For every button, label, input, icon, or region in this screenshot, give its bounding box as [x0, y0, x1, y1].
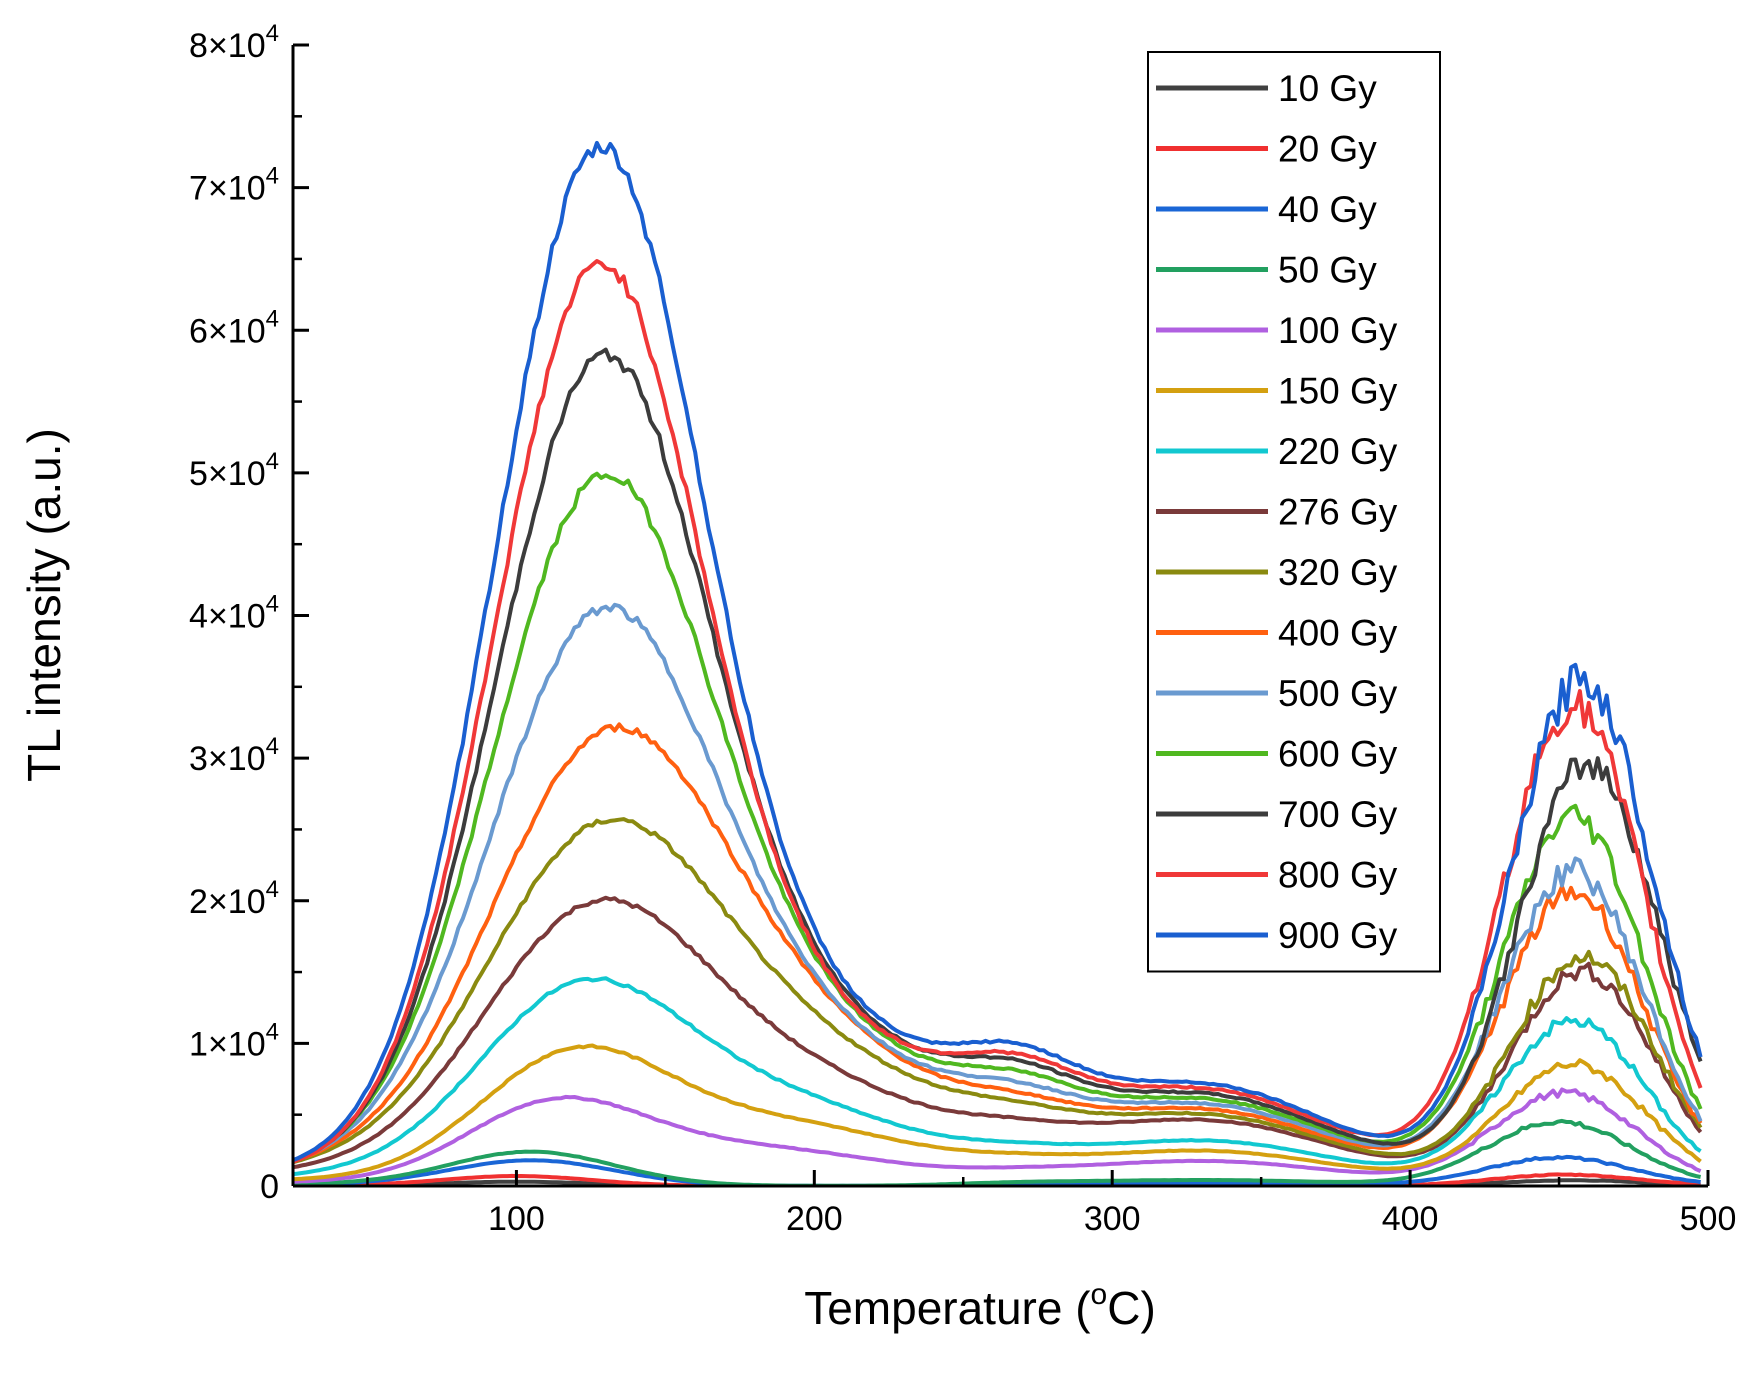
- legend-label: 320 Gy: [1278, 552, 1398, 593]
- x-axis-title-superscript: o: [1091, 1278, 1108, 1311]
- x-tick-label: 300: [1084, 1200, 1141, 1238]
- series-line-50-gy: [293, 1118, 1701, 1186]
- series-line-276-gy: [293, 895, 1703, 1170]
- series-line-600-gy: [293, 471, 1703, 1163]
- x-tick-label: 100: [488, 1200, 545, 1238]
- series-line-100-gy: [293, 1087, 1702, 1184]
- axes: 100 200 300 400 500 0 1×104 2×104 3×104 4×104 5×10…: [189, 20, 1736, 1238]
- legend-label: 400 Gy: [1278, 613, 1398, 654]
- y-tick-label: 5×104: [189, 448, 279, 493]
- legend-label: 220 Gy: [1278, 431, 1398, 472]
- y-tick-label: 7×104: [189, 163, 279, 208]
- x-tick-label: 200: [786, 1200, 843, 1238]
- x-tick-label: 400: [1382, 1200, 1439, 1238]
- y-axis-title: TL intensity (a.u.): [18, 428, 70, 782]
- legend-label: 800 Gy: [1278, 855, 1398, 896]
- y-tick-label: 1×104: [189, 1018, 279, 1063]
- y-tick-label: 3×104: [189, 733, 279, 778]
- legend-label: 40 Gy: [1278, 189, 1377, 230]
- legend-label: 500 Gy: [1278, 673, 1398, 714]
- y-tick-label: 6×104: [189, 305, 279, 350]
- x-tick-label: 500: [1680, 1200, 1737, 1238]
- legend-label: 50 Gy: [1278, 250, 1377, 291]
- legend-label: 900 Gy: [1278, 915, 1398, 956]
- legend-label: 600 Gy: [1278, 734, 1398, 775]
- legend-label: 100 Gy: [1278, 310, 1398, 351]
- series-line-220-gy: [293, 976, 1702, 1177]
- series-line-150-gy: [293, 1043, 1702, 1182]
- x-axis-title: Temperature (oC): [804, 1278, 1156, 1334]
- y-tick-label: 8×104: [189, 20, 279, 65]
- legend-label: 276 Gy: [1278, 492, 1398, 533]
- legend: 10 Gy 20 Gy 40 Gy 50 Gy 100 Gy 150 Gy 220 Gy 27…: [1147, 51, 1441, 973]
- legend-label: 700 Gy: [1278, 794, 1398, 835]
- y-tick-label: 4×104: [189, 591, 279, 636]
- series-line-700-gy: [293, 347, 1703, 1163]
- plot-lines: [293, 140, 1703, 1186]
- series-line-800-gy: [293, 259, 1703, 1164]
- y-tick-label: 0: [260, 1168, 279, 1206]
- legend-label: 20 Gy: [1278, 129, 1377, 170]
- legend-label: 10 Gy: [1278, 68, 1377, 109]
- legend-label: 150 Gy: [1278, 371, 1398, 412]
- series-line-900-gy: [293, 140, 1703, 1163]
- y-tick-label: 2×104: [189, 876, 279, 921]
- series-line-320-gy: [293, 817, 1703, 1165]
